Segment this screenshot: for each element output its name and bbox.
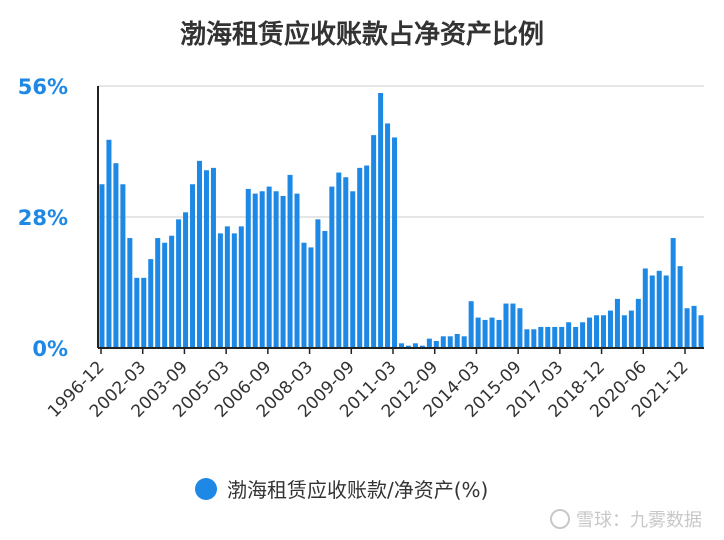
bar[interactable] xyxy=(649,275,655,348)
bar[interactable] xyxy=(531,329,537,348)
bar[interactable] xyxy=(454,333,460,348)
bar[interactable] xyxy=(203,170,209,348)
bar[interactable] xyxy=(231,233,237,348)
bar[interactable] xyxy=(580,322,586,348)
bar[interactable] xyxy=(656,270,662,348)
bar[interactable] xyxy=(113,163,119,348)
bar[interactable] xyxy=(433,340,439,348)
bar[interactable] xyxy=(217,233,223,348)
bar[interactable] xyxy=(691,305,697,348)
bar[interactable] xyxy=(482,319,488,348)
bar[interactable] xyxy=(670,238,676,348)
bar[interactable] xyxy=(371,135,377,348)
bar[interactable] xyxy=(343,177,349,348)
bar[interactable] xyxy=(398,343,405,348)
bar[interactable] xyxy=(252,193,258,348)
bar[interactable] xyxy=(607,310,613,348)
bar[interactable] xyxy=(148,259,154,348)
bar[interactable] xyxy=(169,235,175,348)
bar[interactable] xyxy=(183,212,189,348)
bar[interactable] xyxy=(196,160,203,348)
bar[interactable] xyxy=(266,186,272,348)
bar[interactable] xyxy=(329,186,335,348)
bar[interactable] xyxy=(496,319,502,348)
bar[interactable] xyxy=(322,231,328,348)
bar[interactable] xyxy=(461,336,467,348)
bar[interactable] xyxy=(698,315,704,348)
bar[interactable] xyxy=(287,174,293,348)
bar[interactable] xyxy=(106,139,112,348)
bar[interactable] xyxy=(663,275,669,348)
bar[interactable] xyxy=(538,326,544,348)
bar[interactable] xyxy=(392,137,398,348)
legend-label: 渤海租赁应收账款/净资产(%) xyxy=(227,478,489,502)
bar[interactable] xyxy=(503,303,509,348)
bar[interactable] xyxy=(273,191,279,348)
bar[interactable] xyxy=(99,184,105,348)
bar[interactable] xyxy=(176,219,182,348)
bar[interactable] xyxy=(559,326,565,348)
bar[interactable] xyxy=(364,165,370,348)
bar[interactable] xyxy=(475,317,481,348)
bar[interactable] xyxy=(628,310,634,348)
bar[interactable] xyxy=(238,226,244,348)
bar[interactable] xyxy=(336,172,342,348)
bar[interactable] xyxy=(280,195,286,348)
bar[interactable] xyxy=(552,326,558,348)
bar[interactable] xyxy=(155,238,161,348)
bar[interactable] xyxy=(510,303,516,348)
bar[interactable] xyxy=(134,277,140,348)
bar[interactable] xyxy=(594,315,600,348)
bar[interactable] xyxy=(677,266,683,348)
bar[interactable] xyxy=(210,167,216,348)
bar[interactable] xyxy=(440,336,446,348)
bar[interactable] xyxy=(517,308,523,348)
bar[interactable] xyxy=(545,326,551,348)
bar[interactable] xyxy=(350,191,356,348)
y-tick-label: 28% xyxy=(18,206,68,230)
bar[interactable] xyxy=(385,123,391,348)
y-tick-label: 56% xyxy=(18,75,68,99)
legend[interactable]: 渤海租赁应收账款/净资产(%) xyxy=(195,474,488,503)
bar[interactable] xyxy=(120,184,126,348)
bar[interactable] xyxy=(315,219,321,348)
bar[interactable] xyxy=(301,242,307,348)
bar[interactable] xyxy=(259,191,265,348)
bar[interactable] xyxy=(426,338,432,348)
bar[interactable] xyxy=(308,247,314,348)
bar[interactable] xyxy=(573,326,579,348)
bar[interactable] xyxy=(405,345,411,348)
snowball-logo-icon xyxy=(550,509,570,529)
bar[interactable] xyxy=(294,193,300,348)
bar[interactable] xyxy=(621,315,627,348)
bar[interactable] xyxy=(357,167,363,348)
bar[interactable] xyxy=(127,238,133,348)
bar[interactable] xyxy=(635,298,641,348)
bar[interactable] xyxy=(566,322,572,348)
bar[interactable] xyxy=(378,93,384,349)
y-tick-label: 0% xyxy=(32,337,68,361)
bar[interactable] xyxy=(587,317,593,348)
bar[interactable] xyxy=(141,277,147,348)
bar[interactable] xyxy=(447,336,453,348)
watermark: 雪球：九雾数据 xyxy=(550,506,702,532)
bar[interactable] xyxy=(245,188,251,348)
watermark-text: 雪球：九雾数据 xyxy=(576,510,702,531)
bar[interactable] xyxy=(468,301,474,348)
bar[interactable] xyxy=(412,343,418,348)
bar[interactable] xyxy=(524,329,530,348)
bar[interactable] xyxy=(600,315,607,348)
legend-swatch-icon xyxy=(195,477,217,500)
chart-title: 渤海租赁应收账款占净资产比例 xyxy=(179,20,544,50)
bar[interactable] xyxy=(419,345,425,348)
bar[interactable] xyxy=(614,298,620,348)
bar[interactable] xyxy=(642,268,648,348)
bar[interactable] xyxy=(684,308,690,348)
bar[interactable] xyxy=(224,226,230,348)
bar[interactable] xyxy=(489,317,495,348)
bar[interactable] xyxy=(190,184,196,348)
bar[interactable] xyxy=(162,242,168,348)
